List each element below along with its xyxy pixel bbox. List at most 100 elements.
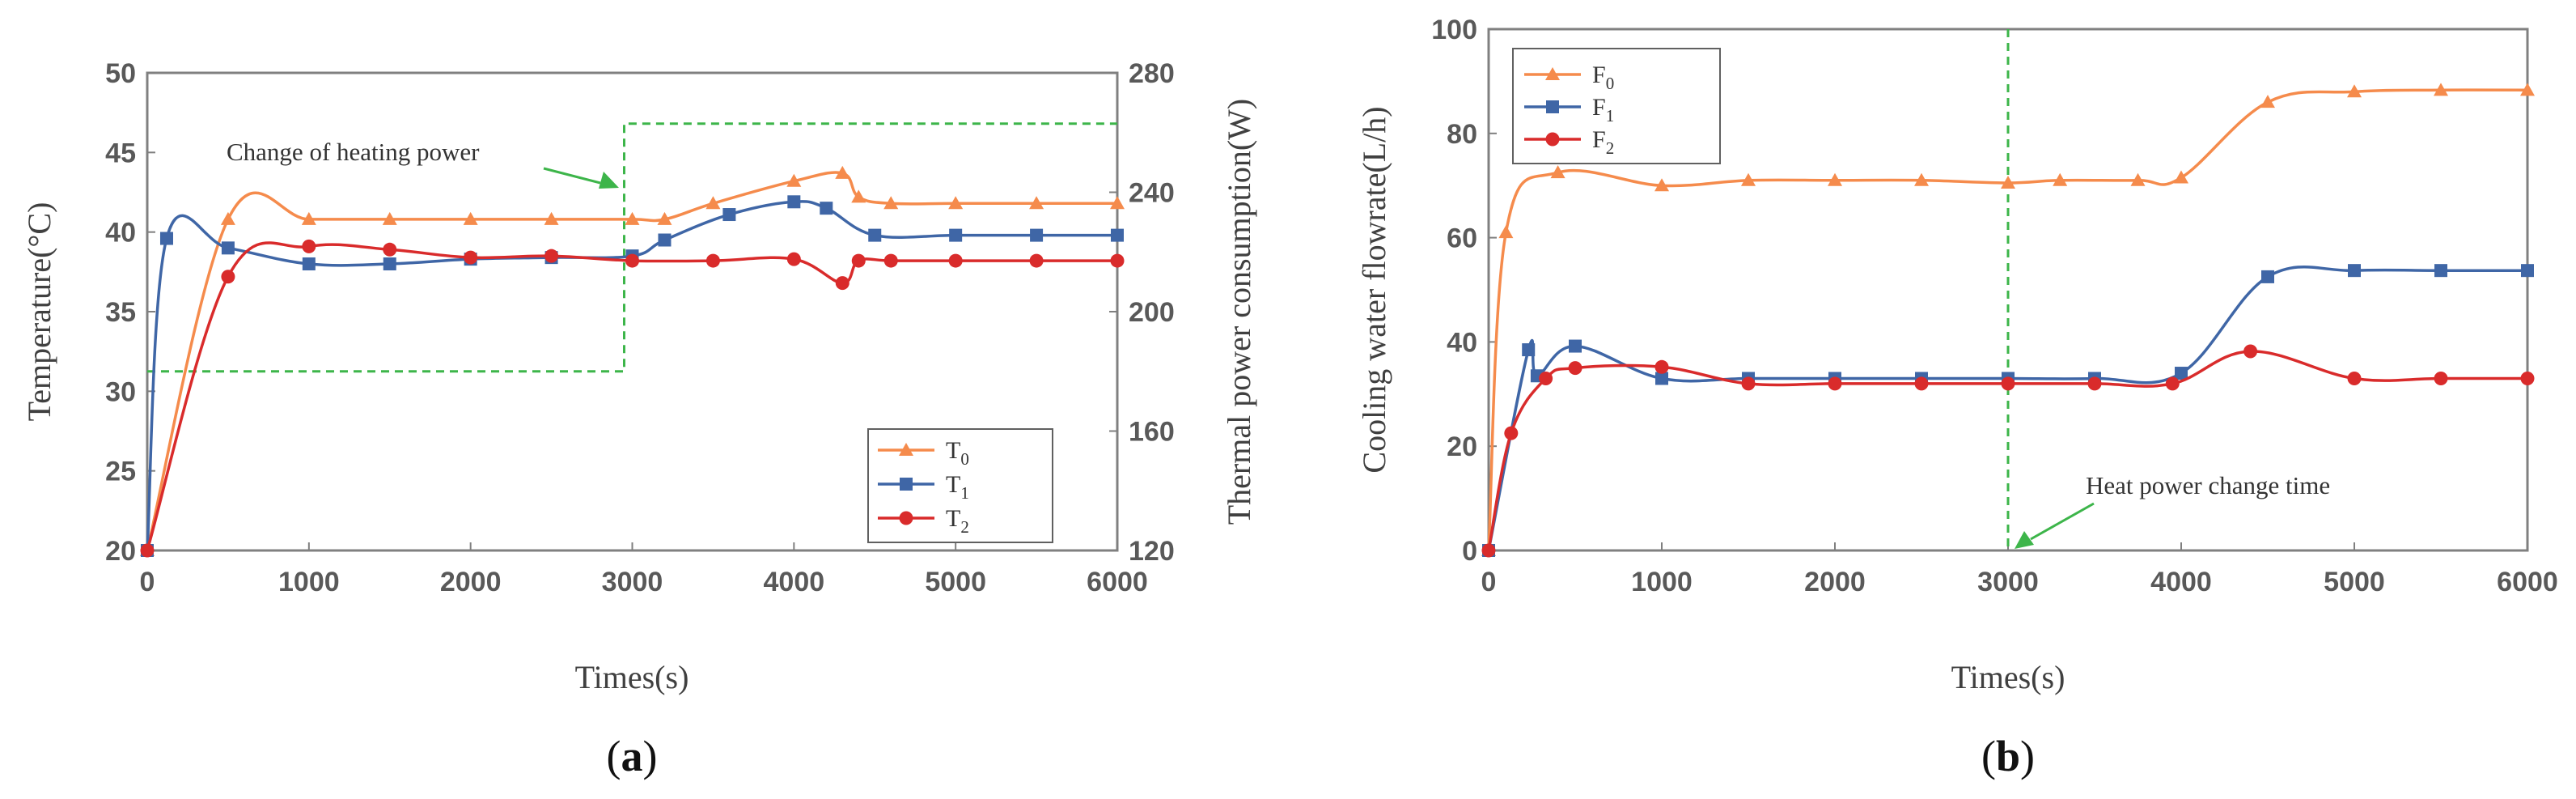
panel-b-f2-point	[2434, 371, 2448, 385]
panel-a: 0 1000 2000 3000 4000 5000 6000 20 25 30 35 40 45 50…	[21, 58, 1257, 780]
panel-a-t2-point	[883, 253, 898, 268]
panel-a-t0-point	[382, 211, 397, 225]
panel-a-t2-point	[786, 252, 801, 266]
panel-a-t2-point	[851, 253, 866, 268]
panel-a-y2-tick-label: 120	[1129, 536, 1175, 567]
panel-a-t2-point	[1029, 253, 1044, 268]
panel-b-f0-point	[1828, 172, 1842, 186]
panel-a-t1-line	[146, 200, 1117, 551]
panel-b-f0-point	[2001, 175, 2015, 189]
panel-a-legend-marker-t2	[899, 511, 913, 525]
panel-b-f2-point	[2347, 371, 2362, 385]
panel-b-f2-point	[1504, 426, 1519, 440]
panel-b-f1-point	[2434, 264, 2447, 278]
panel-b-x-tick-label: 3000	[1977, 567, 2039, 597]
panel-a-t2-point	[140, 543, 155, 558]
panel-b-legend-marker-f0	[1545, 67, 1560, 80]
panel-b: 0 1000 2000 3000 4000 5000 6000 0 20 40 60 80 100 H…	[1356, 15, 2558, 780]
panel-b-f1-point	[1655, 372, 1668, 385]
panel-b-x-tick-label: 2000	[1804, 567, 1866, 597]
panel-a-annotation-arrow	[543, 167, 601, 185]
panel-a-t1-point	[658, 233, 672, 247]
panel-a-y-tick-label: 40	[105, 218, 136, 249]
panel-a-t1-point	[868, 228, 882, 242]
panel-a-y2-tick-label: 200	[1129, 297, 1175, 328]
panel-a-legend-marker-t0	[899, 443, 913, 456]
panel-b-legend-label-f1: F1	[1592, 94, 1614, 125]
panel-a-heating-power-line	[147, 122, 1117, 373]
panel-a-y-tick-label: 35	[105, 297, 136, 328]
panel-b-f2-point	[2520, 371, 2535, 385]
panel-a-t1-point	[787, 195, 801, 209]
panel-b-f0-point	[2347, 84, 2362, 98]
panel-a-t1-point	[722, 208, 736, 222]
panel-a-t2-point	[464, 250, 478, 265]
panel-b-y-tick-label: 100	[1431, 15, 1477, 45]
panel-a-x-tick-label: 1000	[278, 567, 340, 597]
panel-b-f2-point	[1481, 543, 1496, 558]
panel-b-f2-point	[1914, 376, 1929, 391]
panel-b-f0-point	[2174, 170, 2188, 184]
panel-a-series-t0	[140, 165, 1125, 556]
panel-b-f2-point	[1654, 359, 1669, 374]
panel-b-f0-point	[1550, 165, 1566, 179]
panel-a-t2-point	[544, 249, 559, 263]
panel-a-t1-point	[949, 228, 963, 242]
panel-a-t0-point	[625, 211, 640, 225]
panel-a-x-tick-label: 6000	[1087, 567, 1148, 597]
panel-a-legend-label-t2: T2	[946, 505, 969, 537]
panel-a-t0-point	[705, 196, 721, 210]
panel-a-x-ticks: 0 1000 2000 3000 4000 5000 6000	[140, 542, 1148, 597]
panel-b-f2-point	[1741, 376, 1756, 391]
panel-a-y2-ticks: 120 160 200 240 280	[1109, 58, 1175, 567]
panel-a-x-tick-label: 4000	[764, 567, 825, 597]
panel-a-t1-point	[302, 257, 316, 270]
panel-a-t2-point	[221, 270, 235, 284]
panel-a-t0-point	[835, 165, 850, 179]
panel-a-label: (a)	[607, 732, 658, 780]
panel-a-t1-point	[820, 202, 833, 215]
panel-b-label-letter: b	[1996, 732, 2020, 780]
panel-a-series-t1	[141, 195, 1124, 557]
panel-b-f0-line	[1487, 88, 2528, 551]
panel-b-annotation-arrowhead	[2015, 531, 2034, 549]
panel-b-legend-marker-f1	[1546, 100, 1559, 113]
panel-b-legend-label-f2: F2	[1592, 126, 1614, 158]
panel-a-x-tick-label: 5000	[925, 567, 986, 597]
panel-a-y-tick-label: 25	[105, 457, 136, 487]
panel-a-t0-point	[657, 211, 672, 225]
panel-b-f0-point	[1498, 225, 1514, 239]
panel-a-y2-axis-title: Thermal power consumption(W)	[1221, 99, 1257, 525]
panel-a-t0-point	[786, 173, 802, 187]
panel-a-y-ticks: 20 25 30 35 40 45 50	[105, 58, 155, 567]
panel-b-legend-marker-f2	[1545, 132, 1560, 147]
panel-a-t2-point	[302, 239, 316, 253]
panel-a-t1-point	[383, 257, 396, 270]
panel-a-t1-point	[159, 232, 173, 245]
panel-b-f2-point	[2087, 376, 2102, 391]
panel-a-y-tick-label: 20	[105, 536, 136, 567]
panel-b-f1-point	[2348, 264, 2361, 278]
panel-b-y-tick-label: 20	[1447, 431, 1477, 462]
panel-b-y-axis-title: Cooling water flowrate(L/h)	[1356, 106, 1392, 473]
panel-b-f2-point	[1568, 361, 1582, 376]
panel-a-series	[140, 165, 1125, 558]
panel-b-label: (b)	[1981, 732, 2035, 780]
panel-a-label-letter: a	[621, 732, 643, 780]
panel-a-t2-point	[948, 253, 963, 268]
panel-b-f1-point	[2261, 270, 2274, 283]
panel-b-f2-point	[2165, 376, 2180, 391]
panel-a-annotation-arrowhead	[599, 172, 619, 189]
panel-a-t0-point	[1110, 196, 1125, 210]
panel-a-y-axis-title: Temperature(°C)	[21, 202, 57, 422]
panel-a-annotation-text: Change of heating power	[227, 138, 480, 166]
panel-a-y-tick-label: 30	[105, 376, 136, 407]
panel-a-x-axis-title: Times(s)	[575, 659, 689, 695]
panel-b-y-tick-label: 40	[1447, 327, 1477, 358]
panel-a-t2-point	[383, 242, 397, 257]
panel-a-t0-point	[220, 211, 235, 225]
panel-b-f0-point	[2053, 172, 2068, 186]
